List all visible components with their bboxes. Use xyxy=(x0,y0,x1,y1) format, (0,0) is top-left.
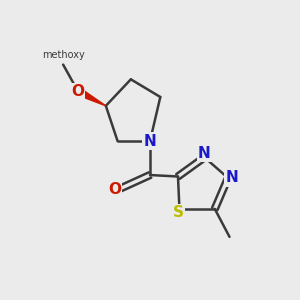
Text: O: O xyxy=(71,84,84,99)
Text: N: N xyxy=(225,170,238,185)
Text: N: N xyxy=(144,134,156,149)
Text: methoxy: methoxy xyxy=(42,50,85,60)
Text: N: N xyxy=(198,146,211,161)
Polygon shape xyxy=(76,88,106,106)
Text: O: O xyxy=(108,182,121,197)
Text: S: S xyxy=(172,205,184,220)
